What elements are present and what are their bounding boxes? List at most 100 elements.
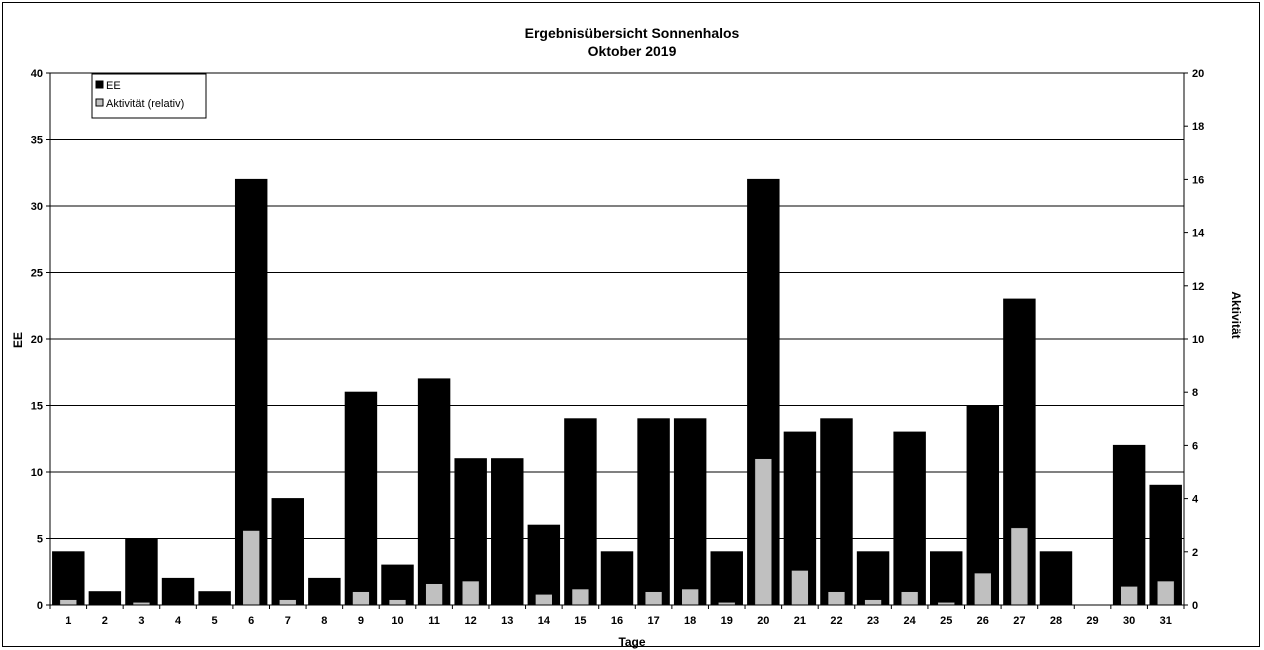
bar-aktivitaet-day-6	[242, 530, 260, 606]
bar-aktivitaet-day-17	[644, 591, 663, 606]
x-tick-label: 12	[465, 615, 477, 627]
x-tick-label: 17	[647, 615, 659, 627]
bar-aktivitaet-day-31	[1157, 580, 1175, 606]
x-tick-label: 29	[1086, 615, 1098, 627]
left-tick-label: 25	[31, 268, 43, 280]
bar-aktivitaet-day-23	[864, 599, 882, 606]
bar-ee-day-15	[564, 418, 597, 606]
bar-ee-day-12	[454, 458, 487, 606]
bar-ee-day-7	[271, 498, 305, 606]
x-tick-label: 4	[175, 615, 182, 627]
x-tick-label: 3	[138, 615, 144, 627]
right-tick-label: 6	[1192, 440, 1198, 452]
right-tick-label: 8	[1192, 387, 1198, 399]
bar-ee-day-16	[600, 551, 634, 606]
bar-aktivitaet-day-24	[900, 591, 919, 606]
chart-title: Ergebnisübersicht Sonnenhalos	[525, 25, 740, 41]
legend-box	[91, 73, 207, 119]
left-tick-label: 20	[31, 334, 43, 346]
bar-ee-day-11	[417, 378, 451, 606]
right-tick-label: 18	[1192, 121, 1204, 133]
x-tick-label: 24	[904, 615, 917, 627]
bar-aktivitaet-day-10	[388, 599, 407, 606]
bar-ee-day-19	[710, 551, 743, 606]
x-tick-label: 11	[428, 615, 440, 627]
x-tick-label: 28	[1050, 615, 1062, 627]
left-axis-ticks: 0 5 10 15 20 25 30 35 40	[31, 68, 50, 612]
x-tick-label: 19	[721, 615, 733, 627]
bar-aktivitaet-day-7	[279, 599, 297, 606]
right-tick-label: 14	[1192, 228, 1205, 240]
x-tick-label: 15	[574, 615, 586, 627]
right-tick-label: 2	[1192, 547, 1198, 559]
bar-ee-day-18	[673, 418, 707, 606]
bar-ee-day-8	[308, 577, 341, 606]
x-tick-label: 26	[977, 615, 989, 627]
bar-ee-day-10	[381, 564, 414, 606]
right-tick-label: 12	[1192, 281, 1204, 293]
x-axis-title: Tage	[618, 635, 645, 649]
right-tick-label: 4	[1192, 494, 1199, 506]
left-tick-label: 35	[31, 135, 43, 147]
legend: EE Aktivität (relativ)	[91, 73, 207, 119]
x-tick-label: 2	[102, 615, 108, 627]
x-tick-label: 9	[358, 615, 364, 627]
bar-ee-day-9	[344, 391, 378, 606]
bar-ee-day-4	[161, 577, 195, 606]
left-axis-title: EE	[11, 332, 25, 348]
bar-aktivitaet-day-12	[462, 580, 480, 606]
x-tick-label: 25	[940, 615, 952, 627]
bar-aktivitaet-day-15	[571, 588, 590, 606]
bar-aktivitaet-day-9	[352, 591, 370, 606]
x-axis-ticks: 1 2 3 4 5 6 7 8 9 10 11 12 13 14 15 16 17 18 19 20 21 22 23 24 2…	[49, 605, 1185, 627]
bar-aktivitaet-day-18	[681, 588, 699, 606]
bar-aktivitaet-day-1	[59, 599, 77, 606]
bar-ee-day-13	[491, 458, 524, 606]
left-tick-label: 5	[37, 534, 43, 546]
right-tick-label: 10	[1192, 334, 1204, 346]
x-tick-label: 6	[248, 615, 254, 627]
bar-aktivitaet-day-21	[791, 570, 809, 606]
legend-swatch-ee	[95, 80, 104, 89]
x-tick-label: 18	[684, 615, 696, 627]
bar-ee-day-14	[527, 524, 561, 606]
bar-aktivitaet-day-20	[754, 458, 772, 606]
x-tick-label: 31	[1160, 615, 1172, 627]
bar-ee-day-3	[125, 538, 158, 606]
x-tick-label: 1	[65, 615, 71, 627]
bar-ee-day-2	[88, 591, 122, 606]
right-axis-ticks: 0 2 4 6 8 10 12 14 16 18 20	[1184, 68, 1205, 612]
bar-aktivitaet-day-26	[974, 572, 992, 606]
bar-ee-day-1	[52, 551, 85, 606]
right-tick-label: 20	[1192, 68, 1204, 80]
bar-aktivitaet-day-14	[535, 594, 553, 606]
x-tick-label: 5	[212, 615, 218, 627]
bar-ee-day-17	[637, 418, 670, 606]
bar-aktivitaet-day-30	[1120, 586, 1138, 606]
left-tick-label: 10	[31, 467, 43, 479]
bar-ee-day-25	[929, 551, 963, 606]
bar-ee-day-22	[820, 418, 853, 606]
bars	[52, 178, 1182, 606]
bar-ee-day-23	[856, 551, 890, 606]
right-axis-title: Aktivität	[1229, 291, 1243, 338]
legend-swatch-aktivitaet	[95, 98, 104, 107]
bar-aktivitaet-day-27	[1010, 527, 1029, 606]
x-tick-label: 30	[1123, 615, 1135, 627]
left-tick-label: 15	[31, 401, 43, 413]
left-tick-label: 30	[31, 201, 43, 213]
bar-ee-day-24	[893, 431, 926, 606]
right-tick-label: 16	[1192, 174, 1204, 186]
legend-label-aktivitaet: Aktivität (relativ)	[106, 98, 184, 110]
x-tick-label: 8	[321, 615, 327, 627]
bar-ee-day-30	[1112, 444, 1146, 606]
bar-ee-day-28	[1039, 551, 1073, 606]
x-tick-label: 21	[794, 615, 806, 627]
right-tick-label: 0	[1192, 600, 1198, 612]
x-tick-label: 20	[757, 615, 769, 627]
x-tick-label: 23	[867, 615, 879, 627]
bar-aktivitaet-day-11	[425, 583, 443, 606]
legend-label-ee: EE	[106, 80, 121, 92]
